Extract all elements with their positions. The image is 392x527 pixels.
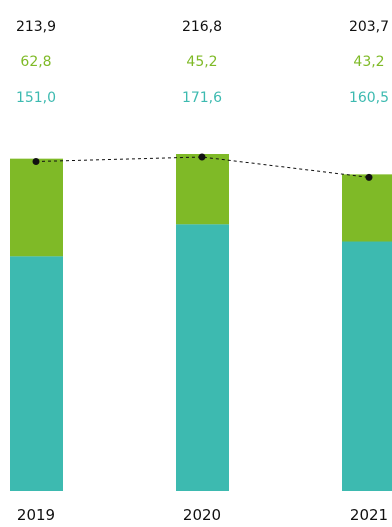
series-2-label-2021: 43,2 [353,54,384,70]
total-label-2020: 216,8 [182,19,222,35]
total-dot-2021 [365,173,373,181]
bars-layer [10,154,392,492]
total-label-2021: 203,7 [349,19,389,35]
x-tick-label-2020: 2020 [183,506,221,524]
bar-2020-series-1 [176,224,229,492]
x-axis-labels: 2019 2020 2021 [17,506,388,524]
total-line [35,156,370,178]
bar-2020-series-2 [176,154,229,225]
bar-2019-series-2 [10,158,63,257]
series-2-label-2020: 45,2 [186,54,217,70]
total-label-2019: 213,9 [16,19,56,35]
bar-2019-series-1 [10,256,63,491]
x-tick-label-2019: 2019 [17,506,55,524]
total-dot-2019 [32,158,40,166]
total-line-layer [32,153,373,181]
series-1-label-2020: 171,6 [182,90,222,106]
bar-2021-series-2 [342,174,392,242]
series-2-label-2019: 62,8 [20,54,51,70]
series-1-label-2019: 151,0 [16,90,56,106]
x-tick-label-2021: 2021 [350,506,388,524]
total-dot-2020 [198,153,206,161]
series-1-label-2021: 160,5 [349,90,389,106]
bar-2021-series-1 [342,241,392,491]
value-labels-layer: 213,9 216,8 203,7 62,8 45,2 43,2 151,0 171,6 160… [16,19,389,106]
